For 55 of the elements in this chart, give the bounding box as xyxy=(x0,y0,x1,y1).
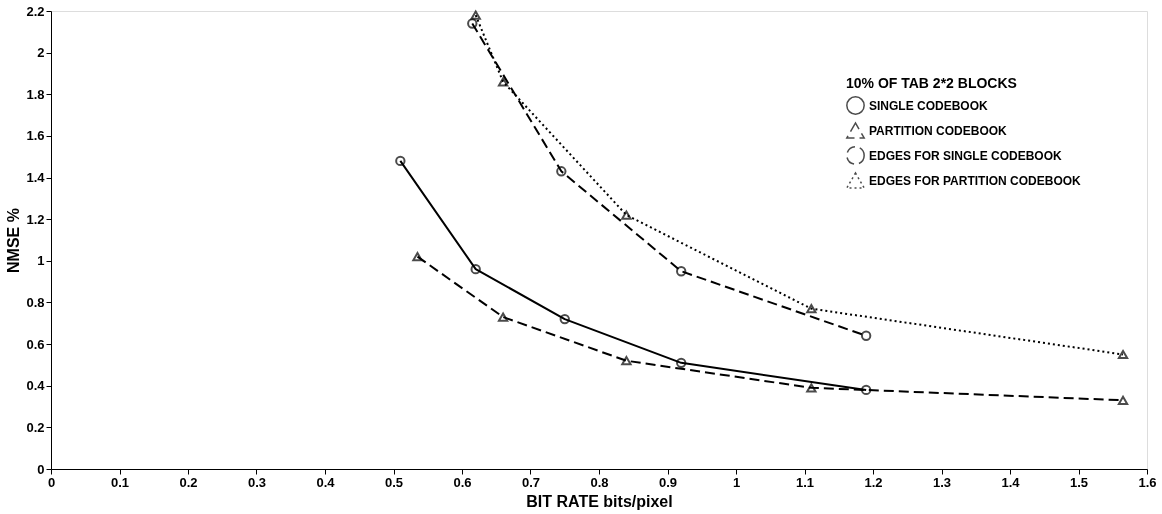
point xyxy=(1117,395,1129,405)
x-tick-label: 1.4 xyxy=(1001,474,1021,490)
x-tick-label: 1.6 xyxy=(1138,474,1157,490)
point xyxy=(806,383,817,393)
point xyxy=(621,210,632,220)
point xyxy=(497,77,509,87)
y-tick-label: 0.6 xyxy=(26,336,45,352)
x-axis-title: BIT RATE bits/pixel xyxy=(526,492,673,510)
point xyxy=(556,166,567,177)
point xyxy=(1117,349,1129,360)
x-tick-label: 0.2 xyxy=(179,474,198,490)
x-tick-label: 1.3 xyxy=(932,474,952,490)
y-tick-label: 1.4 xyxy=(26,170,46,186)
point xyxy=(860,384,872,396)
y-tick-label: 1.6 xyxy=(26,128,45,144)
point xyxy=(860,330,872,341)
point xyxy=(676,266,687,277)
point xyxy=(395,155,406,167)
x-tick-label: 0.5 xyxy=(384,474,404,490)
x-tick-label: 0.4 xyxy=(316,474,336,490)
y-tick-label: 2 xyxy=(37,45,45,61)
point xyxy=(559,313,570,325)
x-tick-label: 1.2 xyxy=(864,474,883,490)
y-tick-label: 0.4 xyxy=(26,378,46,394)
y-axis-title: NMSE % xyxy=(5,208,23,273)
point xyxy=(497,312,509,322)
y-tick-label: 1.8 xyxy=(26,86,45,102)
legend-label: PARTITION CODEBOOK xyxy=(869,123,1008,138)
point xyxy=(621,356,632,366)
x-tick-label: 1.1 xyxy=(795,474,815,490)
legend-label: SINGLE CODEBOOK xyxy=(869,98,989,113)
legend-title: 10% OF TAB 2*2 BLOCKS xyxy=(846,75,1017,91)
legend-label: EDGES FOR SINGLE CODEBOOK xyxy=(869,148,1063,163)
y-tick-label: 2.2 xyxy=(26,3,45,19)
x-tick-label: 1 xyxy=(732,474,741,490)
point xyxy=(806,304,817,314)
y-tick-label: 1.2 xyxy=(26,211,45,227)
y-tick-label: 1 xyxy=(37,253,45,269)
point xyxy=(470,263,481,275)
legend-label: EDGES FOR PARTITION CODEBOOK xyxy=(869,173,1082,188)
x-tick-label: 0.9 xyxy=(658,474,678,490)
y-tick-label: 0 xyxy=(37,461,45,477)
point xyxy=(676,357,687,368)
y-tick-label: 0.2 xyxy=(26,419,45,435)
x-tick-label: 0.1 xyxy=(110,474,130,490)
x-tick-label: 0.7 xyxy=(521,474,541,490)
point xyxy=(470,10,481,20)
point xyxy=(467,18,478,29)
x-tick-label: 0.3 xyxy=(247,474,267,490)
x-tick-label: 1.5 xyxy=(1069,474,1089,490)
y-tick-label: 0.8 xyxy=(26,294,45,310)
x-tick-label: 0.8 xyxy=(590,474,609,490)
x-tick-label: 0 xyxy=(47,474,56,490)
point xyxy=(412,252,423,262)
x-tick-label: 0.6 xyxy=(453,474,472,490)
